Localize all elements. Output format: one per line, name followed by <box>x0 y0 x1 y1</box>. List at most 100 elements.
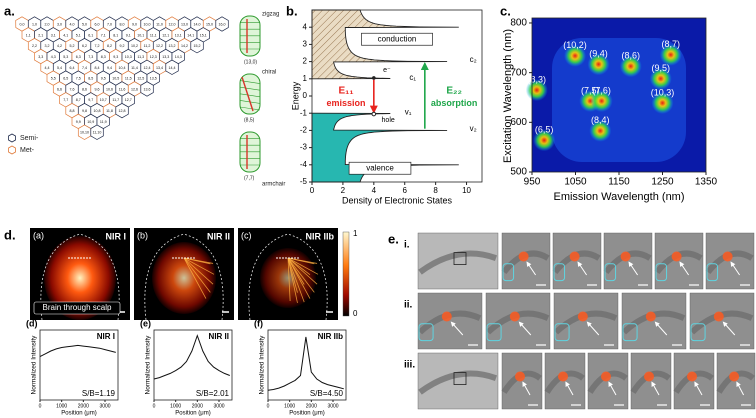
y-tick-label: -3 <box>300 143 308 152</box>
intensity-profile <box>39 344 116 358</box>
hex-label: 3,2 <box>45 44 50 48</box>
peak-label: (6,5) <box>535 125 554 135</box>
x-tick-label: 10 <box>462 186 471 195</box>
pointer-arrow <box>518 321 532 336</box>
hex-label: 10,3 <box>125 55 132 59</box>
hex-label: 11,3 <box>137 55 144 59</box>
fluorescence <box>569 251 580 262</box>
y-tick-label: 0 <box>303 91 308 100</box>
hex-label: 10,0 <box>144 22 151 26</box>
fluorescence <box>687 371 697 382</box>
intensity-profile <box>267 336 344 391</box>
region-box <box>604 263 617 282</box>
hex-label: 9,0 <box>132 22 137 26</box>
peak-spot <box>564 44 587 67</box>
hex-label: 5,5 <box>51 77 56 81</box>
fluorescence <box>509 311 520 322</box>
hex-label: 13,0 <box>181 22 188 26</box>
fluorescence <box>601 371 611 382</box>
hex-label: 8,1 <box>113 33 118 37</box>
micrograph <box>501 352 543 410</box>
peak-spot <box>590 90 613 112</box>
peak-spot <box>659 43 682 66</box>
hex-label: 10,1 <box>137 33 144 37</box>
tube-type: zigzag <box>262 12 279 18</box>
y-axis-title: Normalized Intensity <box>31 335 38 395</box>
fluorescence <box>577 311 588 322</box>
hex-label: 6,5 <box>63 77 68 81</box>
fluorescence <box>671 251 682 262</box>
tube-index: (8,5) <box>244 117 255 123</box>
pointer-arrow <box>522 381 531 396</box>
hex-label: 5,4 <box>57 66 62 70</box>
fluorescence <box>620 251 631 262</box>
x-axis-title: Position (μm) <box>61 411 96 417</box>
y-tick-label: 2 <box>303 57 308 66</box>
vessel <box>287 257 298 304</box>
x-axis-title: Density of Electronic States <box>342 195 453 205</box>
row-label: iii. <box>404 360 415 371</box>
e22-label: E₂₂ <box>446 85 462 96</box>
hexagon <box>215 16 229 32</box>
hex-label: 3,1 <box>51 33 56 37</box>
hex-label: 8,4 <box>95 66 100 70</box>
pointer-arrow <box>654 321 668 336</box>
region-box <box>690 323 706 342</box>
vessel <box>287 257 318 285</box>
nanotube <box>239 131 261 173</box>
hex-label: 5,3 <box>63 55 68 59</box>
fluorescence <box>722 251 733 262</box>
hex-label: 3,3 <box>38 55 43 59</box>
hex-label: 3,0 <box>57 22 62 26</box>
band-label: conduction <box>378 34 417 43</box>
hex-label: 14,0 <box>194 22 201 26</box>
region-box <box>553 263 566 282</box>
hexagon <box>140 81 154 97</box>
hex-label: 7,6 <box>70 87 75 91</box>
tube-index: (13,0) <box>244 59 257 65</box>
peak-label: (8,7) <box>662 39 681 49</box>
hex-label: 12,4 <box>144 66 151 70</box>
hex-label: 11,9 <box>100 120 107 124</box>
caption-box <box>33 301 121 315</box>
hex-label: 4,2 <box>57 44 62 48</box>
hex-label: 12,2 <box>156 44 163 48</box>
hex-label: 8,6 <box>82 87 87 91</box>
peak-spot <box>525 79 548 102</box>
vessel <box>287 257 305 285</box>
pointer-arrow <box>577 261 588 276</box>
x-tick-label: 2 <box>341 186 346 195</box>
micrograph <box>417 292 483 350</box>
level-label: c₁ <box>409 73 416 82</box>
hex-label: 4,1 <box>63 33 68 37</box>
fluorescence <box>645 311 656 322</box>
y-tick-label: 800 <box>510 18 527 29</box>
brain-glow <box>152 242 216 314</box>
peak-label: (9,4) <box>589 49 608 59</box>
plot-name: NIR I <box>97 332 115 341</box>
conduction-band <box>311 9 459 80</box>
legend-label: Semi- <box>20 135 39 142</box>
emission-label: emission <box>326 98 365 108</box>
x-tick-label: 1000 <box>284 403 295 409</box>
fluorescence <box>515 371 525 382</box>
hex-label: 14,4 <box>169 66 176 70</box>
hex-label: 15,0 <box>206 22 213 26</box>
hex-label: 10,9 <box>87 120 94 124</box>
hex-label: 0,0 <box>20 22 25 26</box>
x-tick-label: 0 <box>39 403 42 409</box>
hex-label: 9,8 <box>82 109 87 113</box>
y-tick-label: 700 <box>510 67 527 78</box>
hexagon <box>115 102 129 119</box>
hex-label: 10,6 <box>106 87 113 91</box>
hex-label: 12,6 <box>131 87 138 91</box>
hex-label: 11,6 <box>119 87 126 91</box>
hex-label: 16,0 <box>219 22 226 26</box>
peak-label: (8,3) <box>528 74 547 84</box>
y-axis-title: Normalized Intensity <box>259 335 266 395</box>
panel-label: b. <box>286 3 298 18</box>
legend-hex <box>8 133 16 143</box>
hex-label: 7,5 <box>76 77 81 81</box>
hex-label: 9,9 <box>76 120 81 124</box>
image-tag: (c) <box>241 230 252 240</box>
